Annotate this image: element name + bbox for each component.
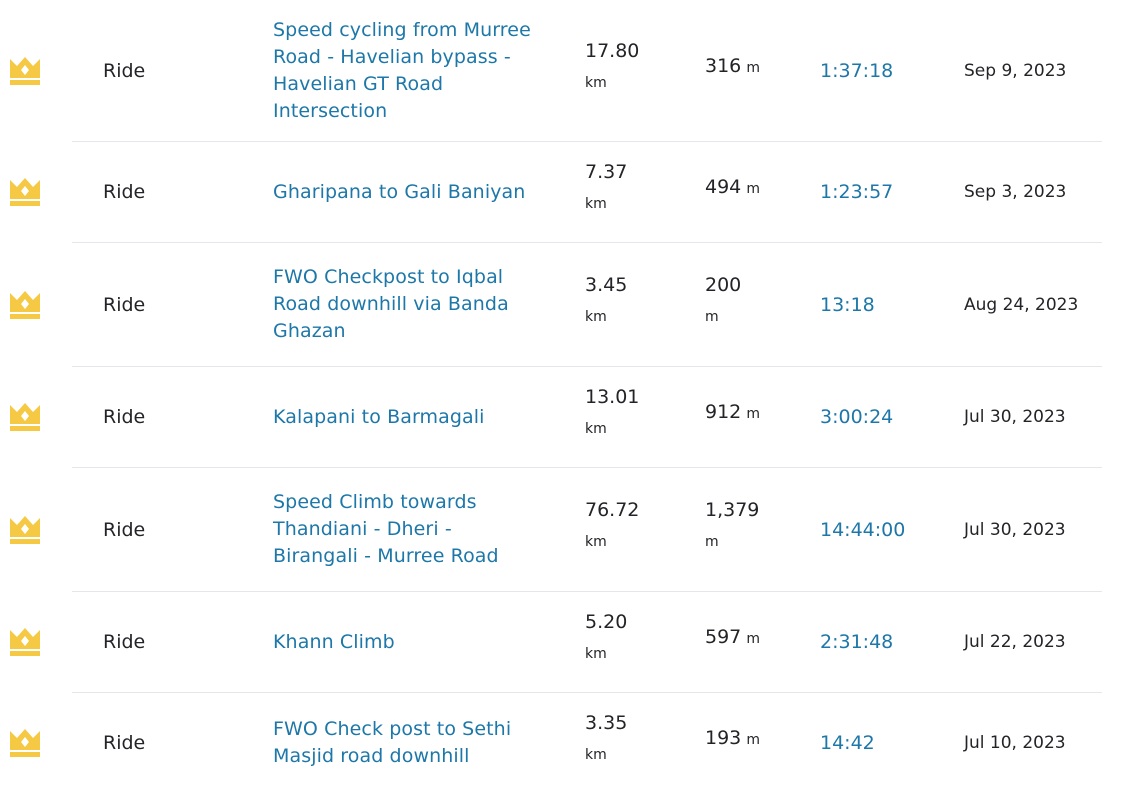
- sport-type: Ride: [103, 631, 146, 653]
- elevation-value: 316: [705, 54, 742, 77]
- effort-date: Jul 30, 2023: [964, 407, 1066, 427]
- table-row: Ride FWO Checkpost to Iqbal Road downhil…: [0, 243, 1131, 366]
- effort-date: Jul 30, 2023: [964, 519, 1066, 540]
- distance-value: 13.01: [585, 386, 640, 408]
- distance: 7.37 km: [585, 157, 627, 219]
- elevation-value: 200: [705, 273, 742, 296]
- distance: 3.35 km: [585, 708, 627, 770]
- elevation-value: 597: [705, 626, 742, 648]
- elevation-unit: m: [746, 181, 760, 197]
- elevation-unit: m: [746, 406, 760, 422]
- segment-name-link[interactable]: Khann Climb: [273, 630, 395, 653]
- elevation: 193 m: [705, 723, 760, 755]
- effort-date: Aug 24, 2023: [964, 294, 1079, 315]
- elevation-unit: m: [746, 732, 760, 748]
- elevation-value: 912: [705, 401, 742, 423]
- distance: 5.20 km: [585, 607, 627, 669]
- table-row: Ride Speed Climb towards Thandiani - Dhe…: [0, 468, 1131, 591]
- table-row: Ride Kalapani to Barmagali 13.01 km 912 m…: [0, 367, 1131, 467]
- distance-value: 3.35: [585, 712, 628, 734]
- elevation: 597 m: [705, 622, 760, 654]
- distance-unit: km: [585, 196, 607, 212]
- elevation: 1,379 m: [705, 495, 759, 557]
- elevation: 200 m: [705, 270, 741, 332]
- segment-name-link[interactable]: Kalapani to Barmagali: [273, 405, 485, 428]
- elevation-value: 193: [705, 727, 742, 749]
- table-row: Ride Speed cycling from Murree Road - Ha…: [0, 0, 1131, 141]
- elevation-unit: m: [746, 59, 760, 76]
- elevation: 316 m: [705, 51, 760, 83]
- sport-type: Ride: [103, 181, 146, 203]
- distance: 76.72 km: [585, 495, 639, 557]
- distance-value: 7.37: [585, 161, 628, 183]
- distance-value: 5.20: [585, 611, 628, 633]
- effort-date: Sep 9, 2023: [964, 60, 1067, 81]
- effort-time-link[interactable]: 1:23:57: [820, 181, 894, 203]
- effort-time-link[interactable]: 3:00:24: [820, 406, 894, 428]
- sport-type: Ride: [103, 406, 146, 428]
- effort-time-link[interactable]: 13:18: [820, 293, 875, 316]
- distance-unit: km: [585, 533, 607, 550]
- distance: 17.80 km: [585, 36, 639, 98]
- table-row: Ride Khann Climb 5.20 km 597 m 2:31:48 Ju…: [0, 592, 1131, 692]
- table-row: Ride FWO Check post to Sethi Masjid road…: [0, 693, 1131, 793]
- elevation: 912 m: [705, 397, 760, 429]
- elevation-value: 1,379: [705, 498, 760, 521]
- crown-icon: [10, 515, 40, 544]
- distance-unit: km: [585, 308, 607, 325]
- distance: 13.01 km: [585, 382, 639, 444]
- effort-time-link[interactable]: 1:37:18: [820, 59, 894, 82]
- effort-time-link[interactable]: 14:42: [820, 732, 875, 754]
- sport-type: Ride: [103, 59, 146, 82]
- distance-value: 3.45: [585, 273, 628, 296]
- effort-time-link[interactable]: 14:44:00: [820, 518, 906, 541]
- elevation-unit: m: [705, 533, 719, 550]
- effort-date: Jul 10, 2023: [964, 733, 1066, 753]
- row-divider: [72, 591, 1102, 592]
- table-row: Ride Gharipana to Gali Baniyan 7.37 km 49…: [0, 142, 1131, 242]
- segment-name-link[interactable]: FWO Check post to Sethi Masjid road down…: [273, 718, 512, 767]
- effort-time-link[interactable]: 2:31:48: [820, 631, 894, 653]
- crown-icon: [10, 178, 40, 206]
- row-divider: [72, 242, 1102, 243]
- distance-unit: km: [585, 747, 607, 763]
- crown-icon: [10, 628, 40, 656]
- effort-date: Jul 22, 2023: [964, 632, 1066, 652]
- row-divider: [72, 467, 1102, 468]
- effort-date: Sep 3, 2023: [964, 182, 1067, 202]
- crown-icon: [10, 56, 40, 85]
- crown-icon: [10, 403, 40, 431]
- row-divider: [72, 141, 1102, 142]
- crown-icon: [10, 290, 40, 319]
- sport-type: Ride: [103, 293, 146, 316]
- row-divider: [72, 692, 1102, 693]
- elevation: 494 m: [705, 172, 760, 204]
- segment-name-link[interactable]: Speed Climb towards Thandiani - Dheri - …: [273, 491, 499, 567]
- distance-unit: km: [585, 421, 607, 437]
- distance-unit: km: [585, 646, 607, 662]
- distance-value: 17.80: [585, 39, 640, 62]
- crown-icon: [10, 729, 40, 757]
- segment-name-link[interactable]: FWO Checkpost to Iqbal Road downhill via…: [273, 266, 509, 342]
- segment-name-link[interactable]: Speed cycling from Murree Road - Havelia…: [273, 18, 531, 122]
- distance-unit: km: [585, 74, 607, 91]
- elevation-unit: m: [705, 308, 719, 325]
- row-divider: [72, 366, 1102, 367]
- elevation-unit: m: [746, 631, 760, 647]
- sport-type: Ride: [103, 732, 146, 754]
- distance-value: 76.72: [585, 498, 640, 521]
- distance: 3.45 km: [585, 270, 627, 332]
- sport-type: Ride: [103, 518, 146, 541]
- segment-name-link[interactable]: Gharipana to Gali Baniyan: [273, 180, 526, 203]
- elevation-value: 494: [705, 176, 742, 198]
